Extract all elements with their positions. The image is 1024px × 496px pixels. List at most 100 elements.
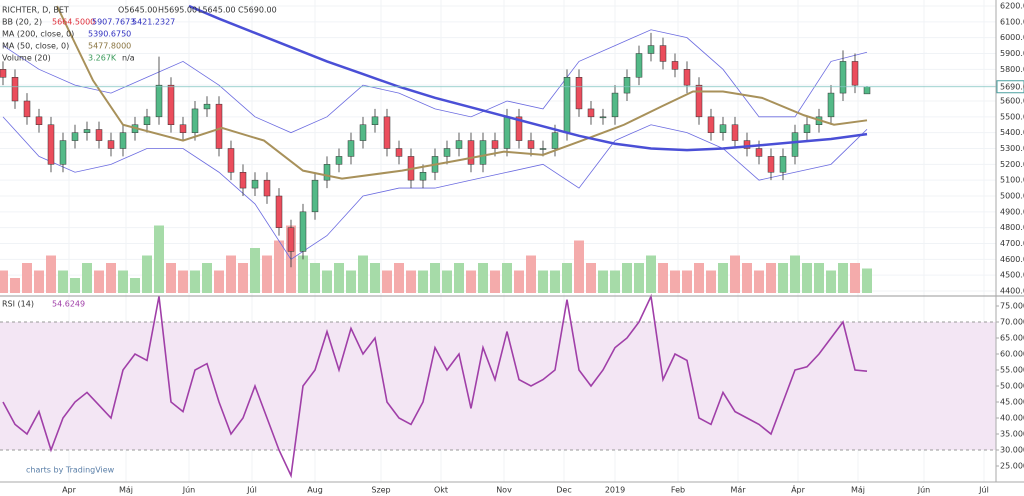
candle-body: [227, 148, 235, 173]
volume-bar: [670, 270, 680, 293]
candle-body: [347, 140, 355, 157]
candle-body: [863, 86, 871, 95]
volume-bar: [106, 263, 116, 293]
candle-body: [359, 124, 367, 141]
y-tick-label: 4500.00: [1000, 271, 1024, 280]
ma200-label: MA (200, close, 0): [2, 30, 74, 39]
last-price-box: [996, 80, 1024, 94]
candle-body: [839, 61, 847, 94]
volume-bar: [262, 255, 272, 293]
volume-label: Volume (20): [2, 54, 51, 63]
volume-bar: [298, 255, 308, 293]
volume-value: 3.267K: [88, 54, 117, 63]
volume-bar: [766, 263, 776, 293]
volume-bar: [646, 255, 656, 293]
x-tick-label: Máj: [119, 486, 133, 495]
y-tick-label: 6200.00: [1000, 2, 1024, 11]
volume-bar: [490, 270, 500, 293]
volume-bar: [778, 263, 788, 293]
ohlc-high: H5695.00: [158, 6, 197, 15]
candle-body: [11, 77, 19, 102]
candle-body: [767, 156, 775, 173]
volume-bar: [850, 263, 860, 293]
volume-bar: [166, 263, 176, 293]
volume-bar: [538, 270, 548, 293]
last-price-label: 5690.00: [1000, 82, 1024, 91]
ma200-line: [188, 4, 868, 152]
candle-body: [323, 164, 331, 181]
volume-bar: [10, 278, 20, 293]
volume-bar: [202, 263, 212, 293]
rsi-tick-label: 75.0000: [1000, 302, 1024, 311]
candle-body: [59, 140, 67, 165]
rsi-tick-label: 35.0000: [1000, 430, 1024, 439]
volume-bar: [730, 255, 740, 293]
volume-bar: [190, 270, 200, 293]
volume-bar: [802, 263, 812, 293]
candle-body: [527, 140, 535, 149]
volume-bar: [82, 263, 92, 293]
volume-bar: [478, 263, 488, 293]
candle-body: [419, 172, 427, 181]
candle-body: [0, 69, 7, 78]
volume-bar: [226, 255, 236, 293]
rsi-line: [2, 293, 868, 479]
volume-bar: [94, 270, 104, 293]
volume-bar: [334, 263, 344, 293]
ma50-label: MA (50, close, 0): [2, 42, 69, 51]
volume-bar: [862, 268, 872, 293]
rsi-tick-label: 25.0000: [1000, 462, 1024, 471]
volume-bar: [814, 263, 824, 293]
candle-body: [455, 140, 463, 149]
ma200-value: 5390.6750: [88, 30, 131, 39]
candle-body: [371, 116, 379, 126]
y-tick-label: 4400.00: [1000, 287, 1024, 296]
volume-bar: [634, 263, 644, 293]
candle-body: [515, 116, 523, 141]
candle-body: [755, 148, 763, 157]
candle-body: [851, 61, 859, 86]
volume-bar: [574, 240, 584, 293]
candle-body: [83, 129, 91, 133]
x-tick-label: Ápr: [791, 484, 806, 495]
candle-body: [467, 140, 475, 165]
candle-body: [647, 45, 655, 54]
ohlc-open: O5645.00: [118, 6, 157, 15]
volume-bar: [598, 270, 608, 293]
candle-body: [71, 132, 79, 141]
candle-body: [275, 195, 283, 228]
candle-body: [791, 132, 799, 157]
x-tick-label: Júl: [246, 486, 257, 495]
candle-body: [239, 172, 247, 189]
candle-body: [143, 116, 151, 126]
volume-bar: [346, 270, 356, 293]
volume-bar: [0, 270, 8, 293]
volume-bar: [46, 255, 56, 293]
candle-body: [47, 124, 55, 165]
x-tick-label: Apr: [62, 486, 77, 495]
candle-body: [779, 156, 787, 173]
volume-bar: [526, 255, 536, 293]
symbol-title: RICHTER, D, BET: [2, 6, 69, 15]
volume-bar: [502, 263, 512, 293]
rsi-tick-label: 60.0000: [1000, 350, 1024, 359]
y-tick-label: 5000.00: [1000, 192, 1024, 201]
candle-body: [635, 53, 643, 78]
rsi-tick-label: 65.0000: [1000, 334, 1024, 343]
volume-bar: [586, 263, 596, 293]
rsi-tick-label: 30.0000: [1000, 446, 1024, 455]
y-tick-label: 4900.00: [1000, 207, 1024, 216]
candle-body: [719, 124, 727, 133]
candle-body: [491, 140, 499, 149]
volume-bar: [118, 270, 128, 293]
candle-body: [671, 61, 679, 70]
candle-body: [119, 132, 127, 149]
volume-bar: [466, 270, 476, 293]
x-tick-label: Júl: [978, 486, 989, 495]
candle-body: [803, 124, 811, 133]
rsi-tick-label: 50.0000: [1000, 382, 1024, 391]
candle-body: [311, 179, 319, 213]
volume-bar: [706, 270, 716, 293]
